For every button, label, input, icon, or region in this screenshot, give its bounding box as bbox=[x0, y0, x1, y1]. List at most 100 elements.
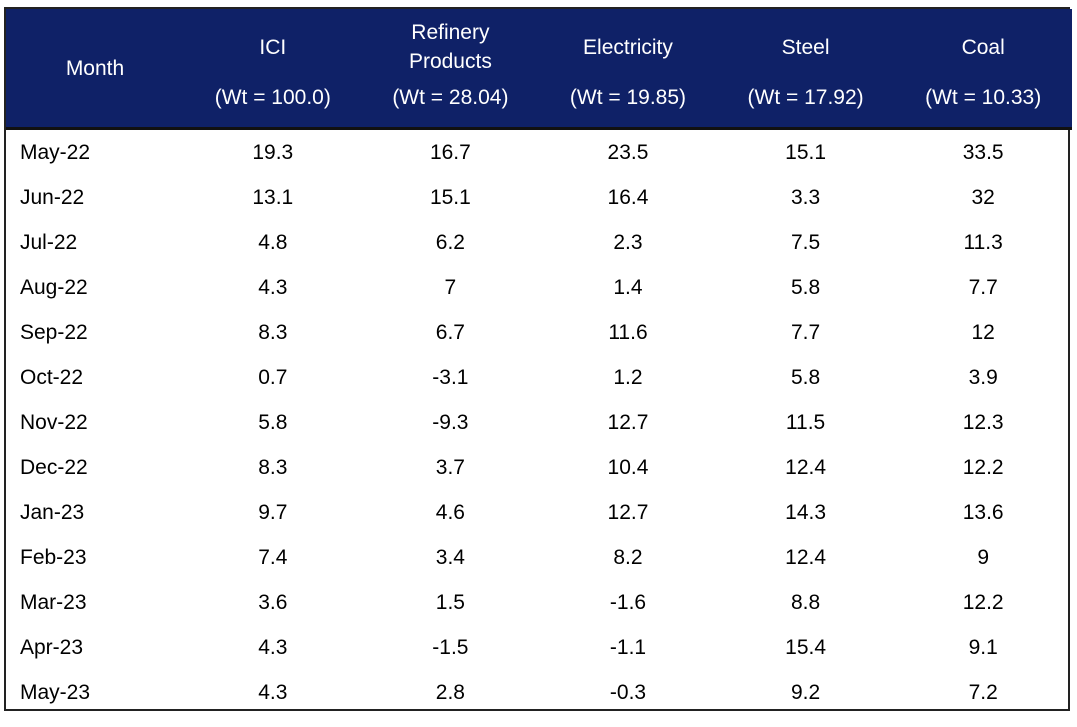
weight-ici: (Wt = 100.0) bbox=[214, 86, 331, 109]
cell-steel: 8.8 bbox=[790, 591, 821, 614]
cell-coal: 3.9 bbox=[968, 366, 998, 389]
table-row: May-23 4.3 2.8 -0.3 9.2 7.2 bbox=[6, 670, 1072, 715]
table-row: Jul-22 4.8 6.2 2.3 7.5 11.3 bbox=[6, 220, 1072, 265]
header-coal-label: Coal bbox=[961, 35, 1005, 59]
cell-ici: 4.3 bbox=[258, 636, 288, 659]
cell-ici: 8.3 bbox=[258, 321, 288, 344]
cell-steel: 7.7 bbox=[790, 321, 821, 344]
cell-steel: 11.5 bbox=[785, 411, 826, 434]
cell-electricity: -0.3 bbox=[609, 681, 647, 704]
cell-month: Oct-22 bbox=[20, 366, 84, 389]
table-row: Oct-22 0.7 -3.1 1.2 5.8 3.9 bbox=[6, 355, 1072, 400]
cell-month: Nov-22 bbox=[20, 411, 88, 434]
weight-electricity: (Wt = 19.85) bbox=[569, 86, 687, 109]
header-ici-label: ICI bbox=[259, 35, 287, 59]
cell-month: May-22 bbox=[6, 127, 184, 175]
cell-month: Feb-23 bbox=[20, 546, 87, 569]
cell-refinery-products: 3.4 bbox=[435, 546, 465, 569]
cell-refinery-products: -3.1 bbox=[432, 366, 469, 389]
cell-electricity: 8.2 bbox=[613, 546, 643, 569]
cell-ici: 4.3 bbox=[258, 276, 288, 299]
header-electricity: Electricity bbox=[539, 9, 717, 85]
header-refinery-line2: Products bbox=[408, 50, 492, 73]
table-row: Aug-22 4.3 7 1.4 5.8 7.7 bbox=[6, 265, 1072, 310]
header-month: Month bbox=[6, 9, 184, 129]
header-ici: ICI bbox=[184, 9, 362, 85]
cell-refinery-products: 2.8 bbox=[435, 681, 465, 704]
cell-ici: 13.1 bbox=[252, 186, 294, 209]
header-row-names: Month ICI Refinery Products Electricity … bbox=[6, 9, 1072, 85]
cell-coal: 13.6 bbox=[962, 501, 1004, 524]
cell-refinery-products: -9.3 bbox=[432, 411, 469, 434]
cell-month: Jul-22 bbox=[20, 231, 78, 254]
cell-steel: 3.3 bbox=[790, 186, 821, 209]
cell-coal: 12 bbox=[971, 321, 995, 344]
weight-steel: (Wt = 17.92) bbox=[747, 86, 864, 109]
table-row: Dec-22 8.3 3.7 10.4 12.4 12.2 bbox=[6, 445, 1072, 490]
data-table-frame: Month ICI Refinery Products Electricity … bbox=[4, 7, 1072, 711]
header-coal: Coal bbox=[894, 9, 1072, 85]
cell-refinery-products: 4.6 bbox=[435, 501, 465, 524]
cell-steel: 9.2 bbox=[790, 681, 821, 704]
header-electricity-label: Electricity bbox=[583, 35, 673, 59]
cell-coal: 12.3 bbox=[962, 411, 1004, 434]
header-refinery-products: Refinery Products bbox=[362, 9, 540, 85]
cell-electricity: 10.4 bbox=[607, 456, 649, 479]
table-row: Jun-22 13.1 15.1 16.4 3.3 32 bbox=[6, 175, 1072, 220]
header-month-label: Month bbox=[65, 56, 125, 80]
cell-ici: 4.3 bbox=[258, 681, 288, 704]
cell-refinery-products: 15.1 bbox=[429, 186, 471, 209]
table-row: Sep-22 8.3 6.7 11.6 7.7 12 bbox=[6, 310, 1072, 355]
cell-ici: 9.7 bbox=[258, 501, 288, 524]
cell-steel: 12.4 bbox=[785, 456, 827, 479]
cell-ici: 7.4 bbox=[258, 546, 288, 569]
table-row: Nov-22 5.8 -9.3 12.7 11.5 12.3 bbox=[6, 400, 1072, 445]
index-growth-table: Month ICI Refinery Products Electricity … bbox=[6, 9, 1072, 715]
cell-electricity: 12.7 bbox=[607, 501, 649, 524]
table-row: Apr-23 4.3 -1.5 -1.1 15.4 9.1 bbox=[6, 625, 1072, 670]
table-row: Mar-23 3.6 1.5 -1.6 8.8 12.2 bbox=[6, 580, 1072, 625]
cell-electricity: 1.4 bbox=[613, 276, 643, 299]
cell-month: Jan-23 bbox=[20, 501, 85, 524]
cell-month: Aug-22 bbox=[20, 276, 88, 299]
cell-ici: 5.8 bbox=[258, 411, 288, 434]
cell-refinery-products: 1.5 bbox=[435, 591, 465, 614]
cell-coal: 11.3 bbox=[963, 231, 1003, 254]
cell-refinery-products: -1.5 bbox=[432, 636, 469, 659]
cell-electricity: 12.7 bbox=[607, 411, 649, 434]
cell-steel: 5.8 bbox=[790, 366, 821, 389]
cell-ici: 0.7 bbox=[258, 366, 288, 389]
cell-coal: 32 bbox=[971, 186, 995, 209]
weight-refinery-products: (Wt = 28.04) bbox=[392, 86, 509, 109]
cell-steel: 15.4 bbox=[785, 636, 827, 659]
cell-month: Dec-22 bbox=[20, 456, 88, 479]
cell-coal: 12.2 bbox=[962, 591, 1004, 614]
header-refinery-products-label: Refinery Products bbox=[409, 18, 492, 76]
table-row: Feb-23 7.4 3.4 8.2 12.4 9 bbox=[6, 535, 1072, 580]
cell-electricity: 11.6 bbox=[608, 321, 648, 344]
cell-electricity: 2.3 bbox=[613, 231, 643, 254]
cell-month: Sep-22 bbox=[20, 321, 88, 344]
cell-electricity: 23.5 bbox=[539, 127, 717, 175]
cell-steel: 7.5 bbox=[790, 231, 821, 254]
cell-month: May-23 bbox=[20, 681, 91, 704]
cell-steel: 15.1 bbox=[716, 127, 895, 175]
cell-ici: 8.3 bbox=[258, 456, 288, 479]
cell-coal: 9.1 bbox=[968, 636, 998, 659]
cell-refinery-products: 7 bbox=[444, 276, 457, 299]
cell-coal: 33.5 bbox=[894, 127, 1072, 175]
cell-ici: 3.6 bbox=[258, 591, 288, 614]
cell-electricity: -1.6 bbox=[609, 591, 647, 614]
cell-month: Mar-23 bbox=[20, 591, 87, 614]
cell-coal: 7.2 bbox=[968, 681, 998, 704]
cell-refinery-products: 6.2 bbox=[435, 231, 465, 254]
cell-coal: 9 bbox=[977, 546, 990, 569]
table-row: May-22 19.3 16.7 23.5 15.1 33.5 bbox=[6, 127, 1072, 175]
cell-coal: 12.2 bbox=[962, 456, 1004, 479]
cell-ici: 4.8 bbox=[258, 231, 288, 254]
table-body: May-22 19.3 16.7 23.5 15.1 33.5 Jun-22 13.1 15.1… bbox=[6, 127, 1072, 716]
cell-electricity: 16.4 bbox=[607, 186, 649, 209]
cell-steel: 14.3 bbox=[785, 501, 827, 524]
cell-month: Apr-23 bbox=[20, 636, 84, 659]
cell-ici: 19.3 bbox=[184, 127, 362, 175]
